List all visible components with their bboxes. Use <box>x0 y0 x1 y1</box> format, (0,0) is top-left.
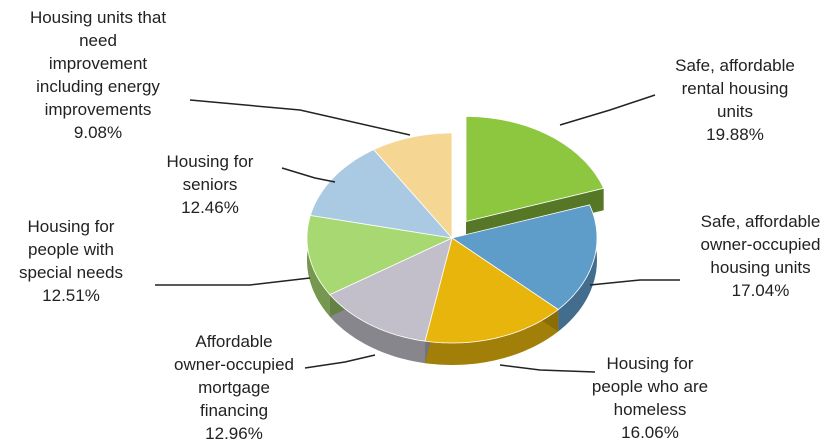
slice-label: Housing for people with special needs 12.… <box>19 217 123 305</box>
slice-side <box>307 215 330 317</box>
slice <box>424 237 559 344</box>
slice <box>465 116 605 222</box>
leader-line <box>155 277 311 286</box>
leader-line <box>189 99 411 136</box>
slice <box>329 237 453 342</box>
leader-line <box>499 364 596 373</box>
slice-side <box>329 294 425 364</box>
slice <box>309 149 454 239</box>
leader-line <box>589 279 680 286</box>
slice-label: Safe, affordable rental housing units 19.… <box>675 56 795 144</box>
leader-line <box>304 354 376 369</box>
slice <box>373 132 453 240</box>
leader-line <box>559 94 656 126</box>
slice-side <box>425 309 559 365</box>
slice-label: Housing for seniors 12.46% <box>166 152 254 217</box>
slice <box>306 214 454 296</box>
slice-label: Safe, affordable owner-occupied housing … <box>700 212 821 300</box>
slice-label: Affordable owner-occupied mortgage finan… <box>173 332 294 443</box>
slice <box>451 204 598 310</box>
slice-label: Housing for people who are homeless 16.06… <box>591 354 709 442</box>
leader-line <box>281 167 336 183</box>
slice-label: Housing units that need improvement incl… <box>29 8 167 142</box>
